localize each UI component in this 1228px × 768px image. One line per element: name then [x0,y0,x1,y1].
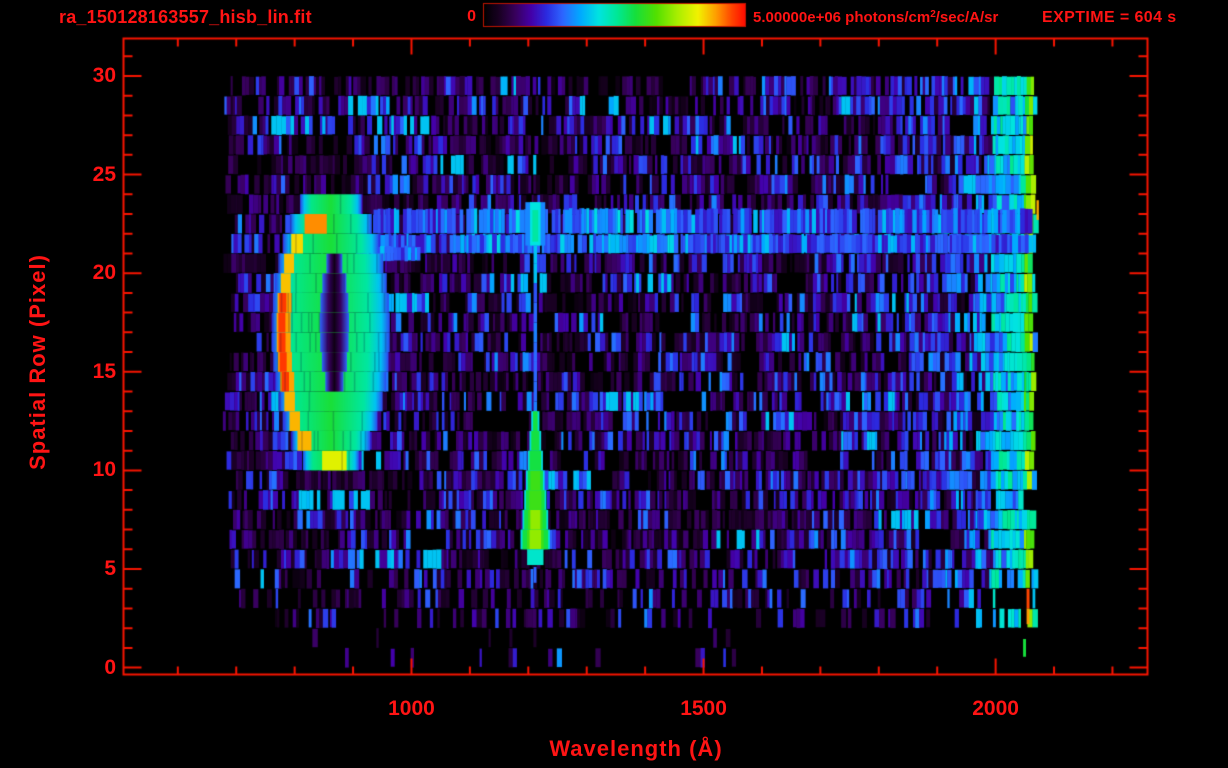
colorbar-max-label: 5.00000e+06 photons/cm2/sec/A/sr [753,9,998,26]
y-tick-label: 15 [92,359,116,383]
x-tick-label: 1000 [388,697,435,720]
colorbar-max-value: 5.00000e+06 photons/cm [753,9,931,26]
x-axis-title: Wavelength (Å) [549,736,723,761]
y-tick-label: 30 [92,63,116,87]
exptime-label: EXPTIME = 604 s [1042,9,1177,26]
y-tick-label: 20 [92,261,116,285]
colorbar-unit-suffix: /sec/A/sr [935,9,999,26]
y-tick-label: 5 [104,556,116,580]
colorbar-min-label: 0 [467,8,476,25]
y-tick-label: 25 [92,162,116,186]
x-tick-label: 2000 [972,697,1019,720]
plot-title: ra_150128163557_hisb_lin.fit [59,7,312,27]
colorbar-unit-superscript: 2 [930,9,936,20]
y-tick-label: 0 [104,655,116,679]
x-tick-label: 1500 [680,697,727,720]
y-tick-label: 10 [92,458,116,482]
